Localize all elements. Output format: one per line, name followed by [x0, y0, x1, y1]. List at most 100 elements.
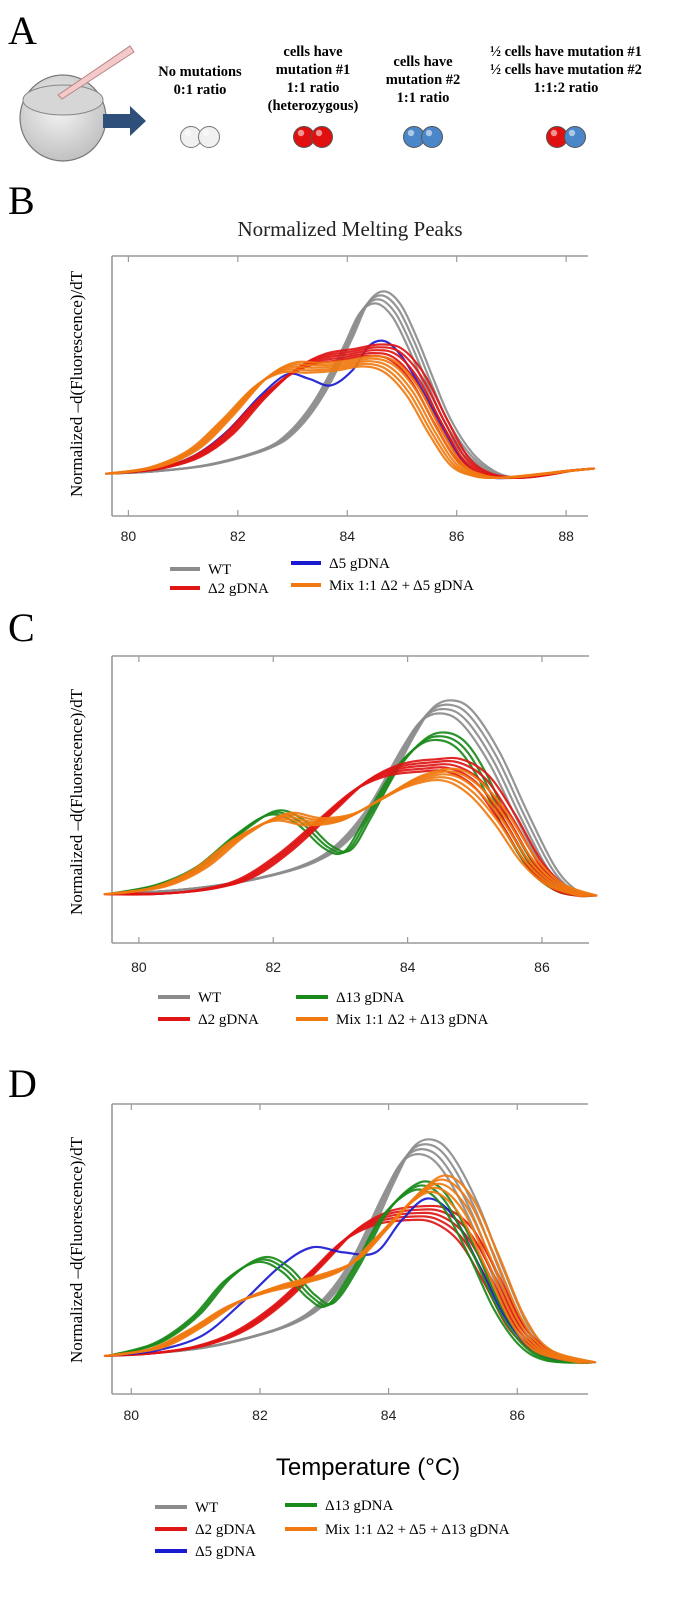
x-tick-label: 88	[558, 528, 574, 544]
legend-label: Δ5 gDNA	[329, 556, 390, 572]
legend-label: Δ2 gDNA	[198, 1012, 259, 1028]
series-4	[103, 1174, 597, 1365]
x-tick-label: 86	[449, 528, 465, 544]
series-line	[107, 362, 587, 479]
legend-entry: WT	[155, 1500, 218, 1516]
series-3	[104, 354, 596, 479]
x-tick-label: 84	[400, 959, 416, 975]
x-tick-label: 80	[131, 959, 147, 975]
legend-entry: Δ2 gDNA	[170, 581, 269, 597]
chart-panel-d: D Normalized –d(Fluorescence)/dT 80 82 84 86 W…	[8, 1061, 597, 1560]
ratio-group-text: ½ cells have mutation #2	[490, 62, 642, 78]
series-line	[116, 699, 596, 897]
ratio-group-text: 0:1 ratio	[174, 82, 227, 98]
ratio-group-3: cells have mutation #2 1:1 ratio	[386, 54, 461, 148]
legend-label: Mix 1:1 Δ2 + Δ5 gDNA	[329, 578, 474, 594]
chart-panel-b: B Normalized Melting Peaks Normalized –d(F…	[8, 178, 596, 597]
series-line	[107, 1188, 586, 1364]
ratio-group-text: (heterozygous)	[268, 98, 359, 114]
legend-entry: WT	[170, 562, 231, 578]
series-line	[109, 707, 589, 898]
y-axis-label: Normalized –d(Fluorescence)/dT	[67, 270, 86, 497]
ratio-group-text: cells have	[393, 54, 453, 70]
dot-highlight	[184, 129, 192, 137]
ratio-group-2: cells have mutation #1 1:1 ratio (heterozyg…	[268, 44, 359, 148]
dot-highlight	[407, 129, 415, 137]
ratio-group-text: mutation #2	[386, 72, 461, 88]
y-axis-label: Normalized –d(Fluorescence)/dT	[67, 688, 86, 915]
ratio-group-text: 1:1:2 ratio	[534, 80, 599, 96]
legend-entry: WT	[158, 990, 221, 1006]
ratio-group-text: cells have	[283, 44, 343, 60]
ratio-group-text: mutation #1	[276, 62, 351, 78]
dot-highlight	[297, 129, 305, 137]
series-line	[106, 302, 585, 480]
ratio-group-text: No mutations	[158, 64, 242, 80]
series-line	[116, 354, 596, 479]
series-0	[106, 290, 594, 480]
dot-highlight	[202, 129, 210, 137]
legend-label: WT	[195, 1500, 218, 1516]
ratio-group-4: ½ cells have mutation #1 ½ cells have mut…	[490, 44, 642, 148]
pipette-icon	[57, 45, 135, 100]
arrow-right-icon	[103, 106, 146, 136]
cell-dot-icon	[421, 126, 443, 148]
legend-entry: Mix 1:1 Δ2 + Δ5 + Δ13 gDNA	[285, 1522, 510, 1538]
dot-highlight	[315, 129, 323, 137]
series-3	[103, 767, 598, 898]
panel-letter-d: D	[8, 1061, 37, 1106]
dot-highlight	[425, 129, 433, 137]
series-3	[107, 1180, 593, 1364]
legend-label: Δ13 gDNA	[325, 1498, 394, 1514]
petri-dish-icon	[19, 74, 107, 162]
series-0	[105, 699, 596, 898]
legend-entry: Δ13 gDNA	[296, 990, 405, 1006]
legend-entry: Δ5 gDNA	[291, 556, 390, 572]
legend-entry: Mix 1:1 Δ2 + Δ13 gDNA	[296, 1012, 489, 1028]
x-tick-label: 84	[381, 1407, 397, 1423]
ratio-group-1: No mutations 0:1 ratio	[158, 64, 242, 148]
x-tick-label: 80	[124, 1407, 140, 1423]
y-axis-label: Normalized –d(Fluorescence)/dT	[67, 1136, 86, 1363]
ratio-group-text: 1:1 ratio	[397, 90, 450, 106]
legend-entry: Δ5 gDNA	[155, 1544, 256, 1560]
series-line	[110, 1184, 590, 1364]
legend-entry: Δ2 gDNA	[158, 1012, 259, 1028]
series-line	[118, 767, 598, 897]
series-line	[109, 298, 588, 480]
ratio-group-text: ½ cells have mutation #1	[490, 44, 642, 60]
x-tick-label: 82	[252, 1407, 268, 1423]
series-line	[112, 294, 591, 480]
legend-label: Δ2 gDNA	[195, 1522, 256, 1538]
legend-label: WT	[198, 990, 221, 1006]
x-tick-label: 86	[509, 1407, 525, 1423]
x-tick-label: 84	[339, 528, 355, 544]
panel-letter-b: B	[8, 178, 35, 223]
series-line	[114, 1180, 593, 1364]
series-line	[112, 703, 592, 897]
ratio-group-text: 1:1 ratio	[287, 80, 340, 96]
cell-dot-icon	[198, 126, 220, 148]
x-tick-label: 82	[265, 959, 281, 975]
series-line	[118, 756, 598, 897]
series-line	[105, 712, 585, 898]
x-tick-label: 80	[121, 528, 137, 544]
dot-highlight	[550, 129, 558, 137]
legend-label: WT	[208, 562, 231, 578]
x-tick-label: 86	[534, 959, 550, 975]
series-line	[118, 1174, 597, 1364]
legend-label: Δ13 gDNA	[336, 990, 405, 1006]
legend-label: Mix 1:1 Δ2 + Δ5 + Δ13 gDNA	[325, 1522, 510, 1538]
x-tick-label: 82	[230, 528, 246, 544]
chart-panel-c: C Normalized –d(Fluorescence)/dT 80 82 84 86 W…	[8, 605, 598, 1028]
legend-entry: Mix 1:1 Δ2 + Δ5 gDNA	[291, 578, 474, 594]
panel-letter-c: C	[8, 605, 35, 650]
legend-label: Δ2 gDNA	[208, 581, 269, 597]
chart-title: Normalized Melting Peaks	[237, 217, 462, 241]
panel-letter-a: A	[8, 8, 37, 53]
legend-entry: Δ2 gDNA	[155, 1522, 256, 1538]
legend-label: Mix 1:1 Δ2 + Δ13 gDNA	[336, 1012, 489, 1028]
cell-dot-icon	[564, 126, 586, 148]
legend-entry: Δ13 gDNA	[285, 1498, 394, 1514]
